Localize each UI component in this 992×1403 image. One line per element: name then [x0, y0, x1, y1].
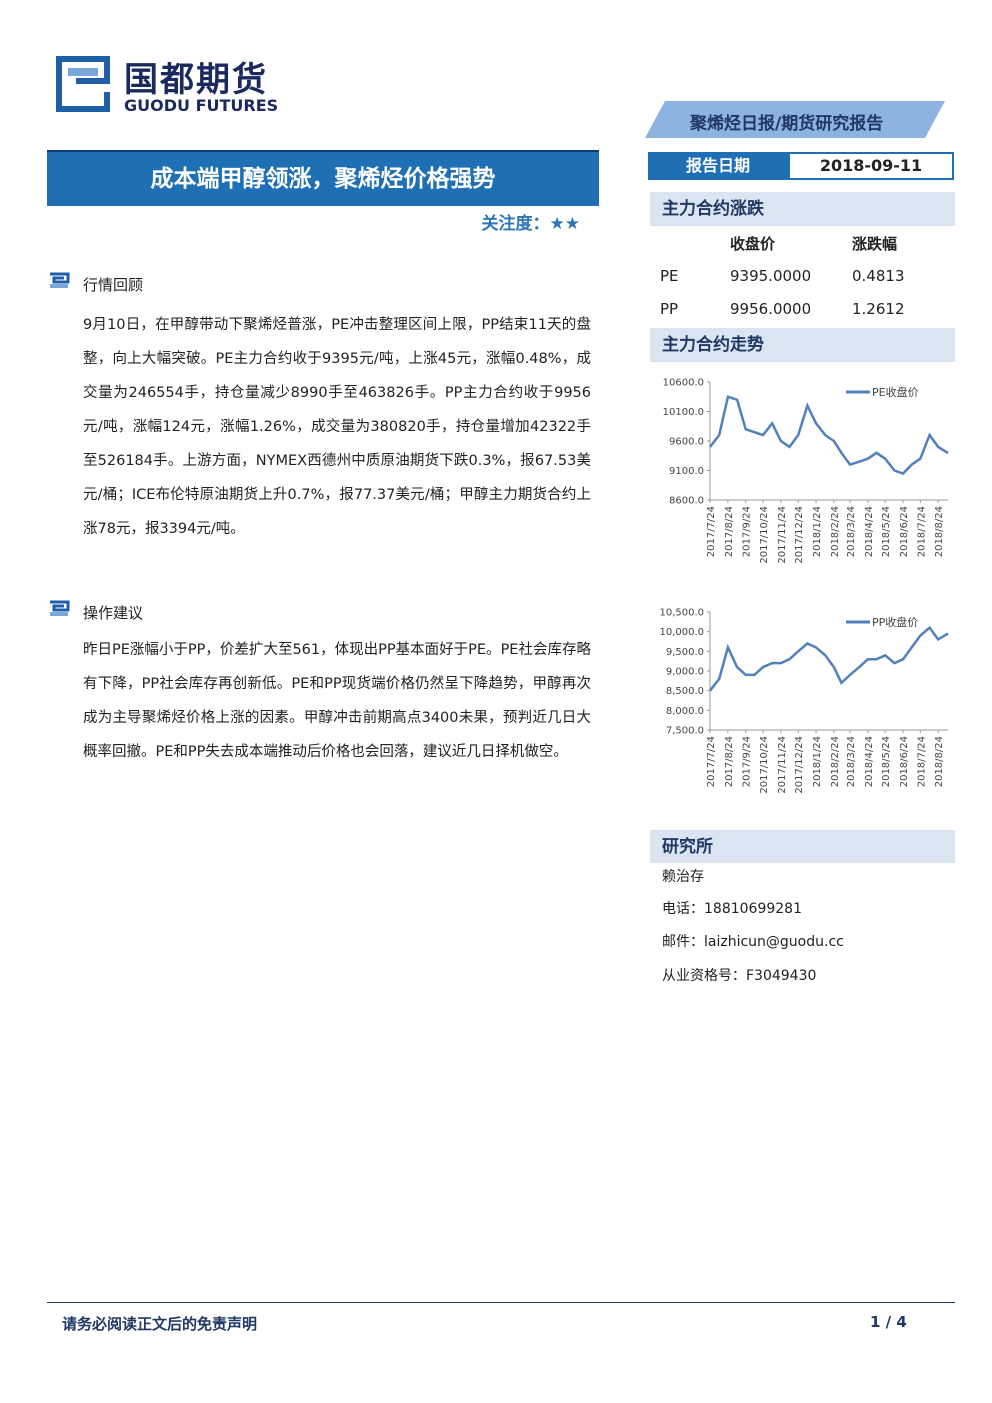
x-tick-label: 2017/12/24 [794, 736, 805, 794]
x-tick-label: 2018/1/24 [812, 506, 823, 557]
x-tick-label: 2017/9/24 [742, 506, 753, 557]
quote-title: 主力合约涨跌 [650, 192, 955, 226]
report-date: 2018-09-11 [788, 152, 954, 180]
section-heading: 行情回顾 [83, 276, 144, 294]
footer-rule [47, 1302, 955, 1303]
y-tick-label: 10100.0 [663, 407, 704, 418]
x-tick-label: 2018/1/24 [812, 736, 823, 787]
x-tick-label: 2018/4/24 [864, 736, 875, 787]
date-label: 报告日期 [648, 152, 788, 180]
institute-title: 研究所 [650, 830, 955, 863]
x-tick-label: 2017/8/24 [724, 736, 735, 787]
title: 成本端甲醇领涨，聚烯烃价格强势 [47, 150, 599, 206]
logo-en: GUODU FUTURES [124, 96, 279, 115]
chart: 8600.0 9100.0 9600.0 10100.0 10600.0 2017/7/2… [663, 378, 949, 564]
legend-label: PP收盘价 [872, 615, 918, 629]
line [709, 395, 949, 475]
x-tick-label: 2017/9/24 [742, 736, 753, 787]
y-tick-label: 9,000.0 [666, 667, 704, 678]
x-tick-label: 2017/7/24 [706, 736, 717, 787]
x-tick-label: 2018/2/24 [830, 736, 841, 787]
y-tick-label: 10600.0 [663, 378, 704, 389]
cell: PP [660, 300, 679, 318]
y-tick-label: 9600.0 [669, 437, 704, 448]
x-tick-label: 2017/11/24 [777, 736, 788, 794]
section-icon [50, 600, 70, 616]
x-tick-label: 2017/10/24 [759, 736, 770, 794]
y-tick-label: 10,000.0 [659, 627, 704, 638]
cell: 9956.0000 [730, 300, 812, 318]
contact: 邮件：laizhicun@guodu.cc [662, 934, 844, 950]
x-tick-label: 2017/10/24 [759, 506, 770, 564]
legend-label: PE收盘价 [872, 385, 919, 399]
report-tag-bg [645, 101, 945, 138]
page-number: 1 / 4 [870, 1313, 907, 1331]
section-icon [50, 272, 70, 288]
x-tick-label: 2018/8/24 [934, 506, 945, 557]
y-tick-label: 10,500.0 [659, 608, 704, 619]
col-header: 收盘价 [730, 235, 776, 253]
x-tick-label: 2018/6/24 [899, 736, 910, 787]
contact: 电话：18810699281 [662, 901, 802, 917]
cell: 1.2612 [852, 300, 905, 318]
y-tick-label: 8,500.0 [666, 686, 704, 697]
y-tick-label: 8600.0 [669, 496, 704, 507]
disclaimer: 请务必阅读正文后的免责声明 [62, 1315, 258, 1333]
y-tick-label: 9,500.0 [666, 647, 704, 658]
x-tick-label: 2018/8/24 [934, 736, 945, 787]
x-tick-label: 2018/2/24 [830, 506, 841, 557]
y-tick-label: 9100.0 [669, 466, 704, 477]
chart: 7,500.0 8,000.0 8,500.0 9,000.0 9,500.0 10,00… [659, 608, 949, 794]
attention: 关注度：★★ [481, 214, 580, 234]
trend-title: 主力合约走势 [650, 328, 955, 362]
section-body: 9月10日，在甲醇带动下聚烯烃普涨，PE冲击整理区间上限，PP结束11天的盘整，… [83, 317, 591, 537]
x-tick-label: 2018/3/24 [846, 736, 857, 787]
x-tick-label: 2018/5/24 [881, 506, 892, 557]
x-tick-label: 2018/4/24 [864, 506, 875, 557]
section-heading: 操作建议 [83, 604, 144, 622]
logo-icon [56, 56, 110, 112]
cell: 0.4813 [852, 267, 905, 285]
x-tick-label: 2017/8/24 [724, 506, 735, 557]
x-tick-label: 2017/11/24 [777, 506, 788, 564]
cell: 9395.0000 [730, 267, 812, 285]
x-tick-label: 2018/5/24 [881, 736, 892, 787]
x-tick-label: 2018/6/24 [899, 506, 910, 557]
y-tick-label: 8,000.0 [666, 706, 704, 717]
x-tick-label: 2017/12/24 [794, 506, 805, 564]
contact: 从业资格号：F3049430 [662, 968, 817, 984]
section-body: 昨日PE涨幅小于PP，价差扩大至561，体现出PP基本面好于PE。PE社会库存略… [83, 642, 591, 760]
line [709, 625, 949, 692]
y-tick-label: 7,500.0 [666, 726, 704, 737]
logo-cn: 国都期货 [124, 60, 268, 100]
x-tick-label: 2018/7/24 [916, 506, 927, 557]
contact: 赖治存 [662, 869, 704, 885]
cell: PE [660, 267, 679, 285]
x-tick-label: 2018/3/24 [846, 506, 857, 557]
col-header: 涨跌幅 [852, 235, 898, 253]
x-tick-label: 2018/7/24 [916, 736, 927, 787]
x-tick-label: 2017/7/24 [706, 506, 717, 557]
report-tag: 聚烯烃日报/期货研究报告 [690, 114, 884, 134]
